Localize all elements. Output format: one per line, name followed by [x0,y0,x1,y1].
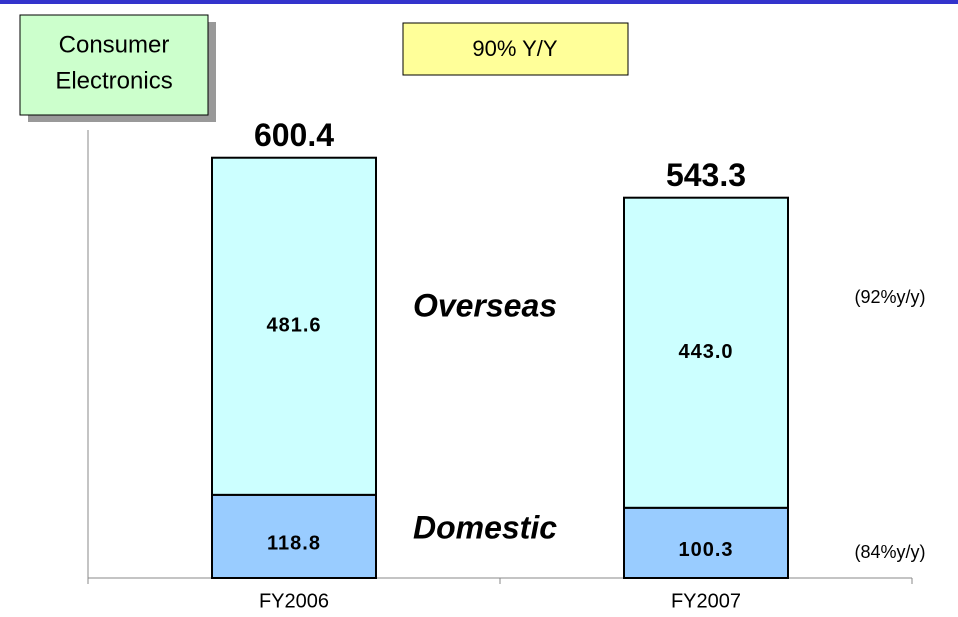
growth-label: (92%y/y) [854,287,925,307]
title-box [19,14,209,116]
series-label: Domestic [413,509,557,545]
value-label: 443.0 [678,341,733,363]
bar-segment [623,196,789,509]
bar-segment [211,493,377,579]
total-label: 600.4 [254,117,334,153]
total-label: 543.3 [666,157,746,193]
annotation: 90% Y/Y [472,36,558,61]
value-label: 118.8 [267,533,321,555]
series-label: Overseas [413,287,557,323]
top-rule [0,0,958,4]
title-line: Electronics [55,67,172,94]
growth-label: (84%y/y) [854,542,925,562]
value-label: 481.6 [266,315,321,337]
bar-segment [211,156,377,496]
x-tick-label: FY2007 [671,590,741,612]
annotation-box [402,22,629,76]
x-tick-label: FY2006 [259,590,329,612]
title-line: Consumer [59,31,170,58]
value-label: 100.3 [678,539,733,561]
